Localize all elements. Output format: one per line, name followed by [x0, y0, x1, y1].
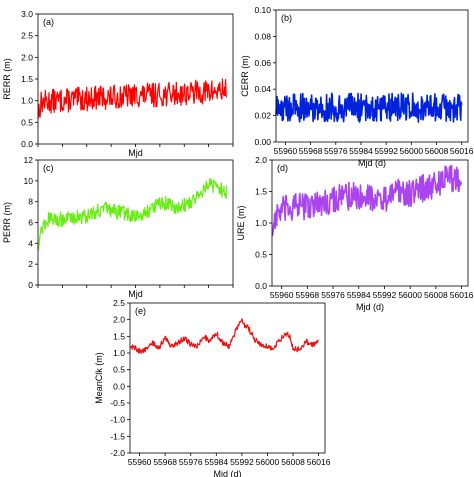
x-axis-label: Mjd	[128, 289, 143, 299]
x-axis-label: Mjd (d)	[213, 469, 241, 477]
y-tick-label: 0.5	[113, 365, 125, 375]
x-axis-label: Mjd	[128, 148, 143, 158]
y-tick-label: 0.0	[255, 281, 267, 291]
y-axis-label: MeanClk (m)	[94, 352, 104, 404]
y-axis-label: URE (m)	[236, 206, 246, 241]
x-tick-label: 56000	[398, 290, 422, 300]
y-tick-label: -2.0	[110, 448, 125, 458]
data-series-line	[37, 178, 228, 251]
x-axis-label: Mjd (d)	[356, 302, 384, 312]
x-tick-label: 55984	[349, 146, 373, 156]
y-tick-label: 0.00	[254, 137, 271, 147]
x-tick-label: 56008	[281, 457, 305, 467]
panel-label: (b)	[281, 13, 292, 23]
chart-panel-c: 0 2 4 6 8 10 12 Mjd PERR (m) (c)	[2, 155, 234, 299]
y-axis-label: PERR (m)	[2, 202, 12, 243]
y-axis-label: CERR (m)	[240, 55, 250, 97]
y-tick-label: 0.5	[21, 117, 33, 127]
x-tick-label: 55984	[347, 290, 371, 300]
y-tick-label: 2	[28, 259, 33, 269]
y-tick-label: 1.5	[255, 187, 267, 197]
y-tick-label: 0.02	[254, 111, 271, 121]
y-tick-label: 10	[24, 176, 34, 186]
x-tick-label: 56016	[307, 457, 331, 467]
data-series-line	[37, 78, 228, 120]
y-tick-label: 0.5	[255, 250, 267, 260]
y-tick-label: 2.0	[255, 155, 267, 165]
y-tick-label: 0.04	[254, 84, 271, 94]
chart-panel-a: 0.0 0.5 1.0 1.5 2.0 2.5 3.0 Mjd RERR (m) (a)	[2, 9, 234, 158]
x-tick-label: 55976	[324, 146, 348, 156]
x-tick-label: 56000	[256, 457, 280, 467]
y-tick-label: 2.5	[21, 31, 33, 41]
y-tick-label: 2.0	[21, 52, 33, 62]
x-tick-label: 56016	[450, 290, 474, 300]
y-tick-label: 2.0	[113, 315, 125, 325]
y-tick-label: 1.0	[113, 348, 125, 358]
x-tick-label: 55976	[321, 290, 345, 300]
y-axis-label: RERR (m)	[2, 58, 12, 100]
y-tick-label: 3.0	[21, 9, 33, 19]
y-tick-label: 0	[28, 280, 33, 290]
x-tick-label: 55960	[128, 457, 152, 467]
plot-frame	[37, 13, 234, 145]
y-tick-label: 2.5	[113, 298, 125, 308]
y-tick-label: -0.5	[110, 398, 125, 408]
y-tick-label: 0.06	[254, 58, 271, 68]
x-tick-label: 56000	[400, 146, 424, 156]
plot-frame	[129, 302, 326, 454]
y-tick-label: 0.0	[21, 139, 33, 149]
y-tick-label: 0.0	[113, 381, 125, 391]
y-tick-label: 4	[28, 238, 33, 248]
panel-label: (a)	[43, 17, 54, 27]
panel-label: (c)	[43, 163, 54, 173]
x-axis-label: Mjd (d)	[358, 158, 386, 168]
x-tick-label: 55984	[204, 457, 228, 467]
data-series-line	[275, 92, 463, 123]
panel-label: (d)	[277, 163, 288, 173]
y-tick-label: 12	[24, 155, 34, 165]
x-tick-label: 55968	[296, 290, 320, 300]
y-tick-label: 1.0	[255, 218, 267, 228]
x-tick-label: 55960	[270, 290, 294, 300]
x-tick-label: 55992	[230, 457, 254, 467]
y-tick-label: 0.08	[254, 31, 271, 41]
plot-frame	[37, 159, 234, 286]
x-tick-label: 55976	[179, 457, 203, 467]
x-tick-label: 55992	[374, 146, 398, 156]
x-tick-label: 55968	[153, 457, 177, 467]
y-tick-label: 8	[28, 197, 33, 207]
y-tick-label: 1.5	[113, 331, 125, 341]
y-tick-label: -1.0	[110, 415, 125, 425]
y-tick-label: -1.5	[110, 431, 125, 441]
y-tick-label: 1.5	[21, 74, 33, 84]
x-tick-label: 56016	[450, 146, 474, 156]
x-tick-label: 56008	[424, 290, 448, 300]
data-series-line	[129, 318, 319, 355]
x-tick-label: 55960	[274, 146, 298, 156]
x-tick-label: 56008	[425, 146, 449, 156]
y-tick-label: 6	[28, 218, 33, 228]
data-series-line	[271, 164, 463, 236]
x-tick-label: 55968	[299, 146, 323, 156]
chart-panel-d: 0.0 0.5 1.0 1.5 2.0 55960 55968 55976 55984 55992…	[236, 155, 474, 312]
panel-label: (e)	[135, 306, 146, 316]
y-tick-label: 0.10	[254, 5, 271, 15]
plot-frame	[275, 9, 469, 143]
y-tick-label: 1.0	[21, 96, 33, 106]
x-tick-label: 55992	[373, 290, 397, 300]
